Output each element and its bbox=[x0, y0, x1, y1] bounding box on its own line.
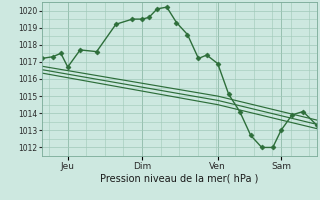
X-axis label: Pression niveau de la mer( hPa ): Pression niveau de la mer( hPa ) bbox=[100, 173, 258, 183]
